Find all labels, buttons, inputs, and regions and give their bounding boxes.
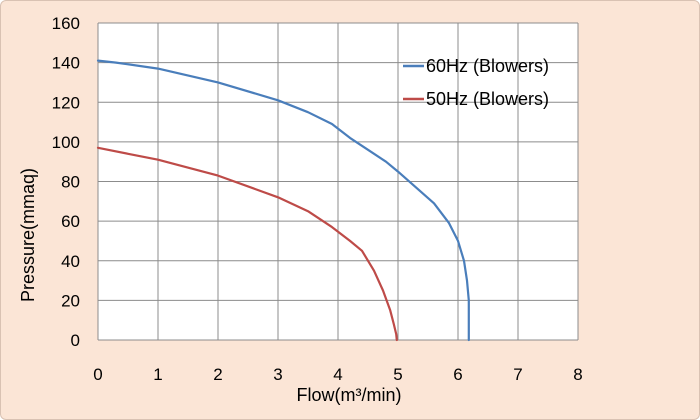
y-tick-label: 120 bbox=[52, 93, 80, 112]
legend: 60Hz (Blowers) 50Hz (Blowers) bbox=[403, 56, 549, 109]
legend-label-1: 60Hz (Blowers) bbox=[426, 56, 549, 76]
y-tick-label: 40 bbox=[61, 252, 80, 271]
x-tick-label: 1 bbox=[153, 365, 162, 384]
y-tick-label: 140 bbox=[52, 54, 80, 73]
y-tick-label: 60 bbox=[61, 212, 80, 231]
x-tick-label: 5 bbox=[393, 365, 402, 384]
y-tick-label: 80 bbox=[61, 173, 80, 192]
x-tick-label: 3 bbox=[273, 365, 282, 384]
tick-labels: 0 20 40 60 80 100 120 140 160 0 1 2 3 4 5 6 7 8 bbox=[52, 14, 583, 384]
x-axis-title: Flow(m³/min) bbox=[297, 385, 402, 405]
y-axis-title: Pressure(mmaq) bbox=[18, 168, 38, 302]
x-tick-label: 6 bbox=[453, 365, 462, 384]
y-tick-label: 160 bbox=[52, 14, 80, 33]
x-tick-label: 4 bbox=[333, 365, 342, 384]
y-tick-label: 20 bbox=[61, 291, 80, 310]
series-lines bbox=[96, 59, 470, 342]
x-tick-label: 7 bbox=[513, 365, 522, 384]
series-line-2 bbox=[96, 146, 398, 342]
y-tick-label: 0 bbox=[71, 331, 80, 350]
series-line-1 bbox=[96, 59, 470, 342]
x-tick-label: 0 bbox=[93, 365, 102, 384]
legend-label-2: 50Hz (Blowers) bbox=[426, 89, 549, 109]
x-tick-label: 8 bbox=[573, 365, 582, 384]
grid bbox=[97, 22, 579, 341]
y-tick-label: 100 bbox=[52, 133, 80, 152]
x-tick-label: 2 bbox=[213, 365, 222, 384]
